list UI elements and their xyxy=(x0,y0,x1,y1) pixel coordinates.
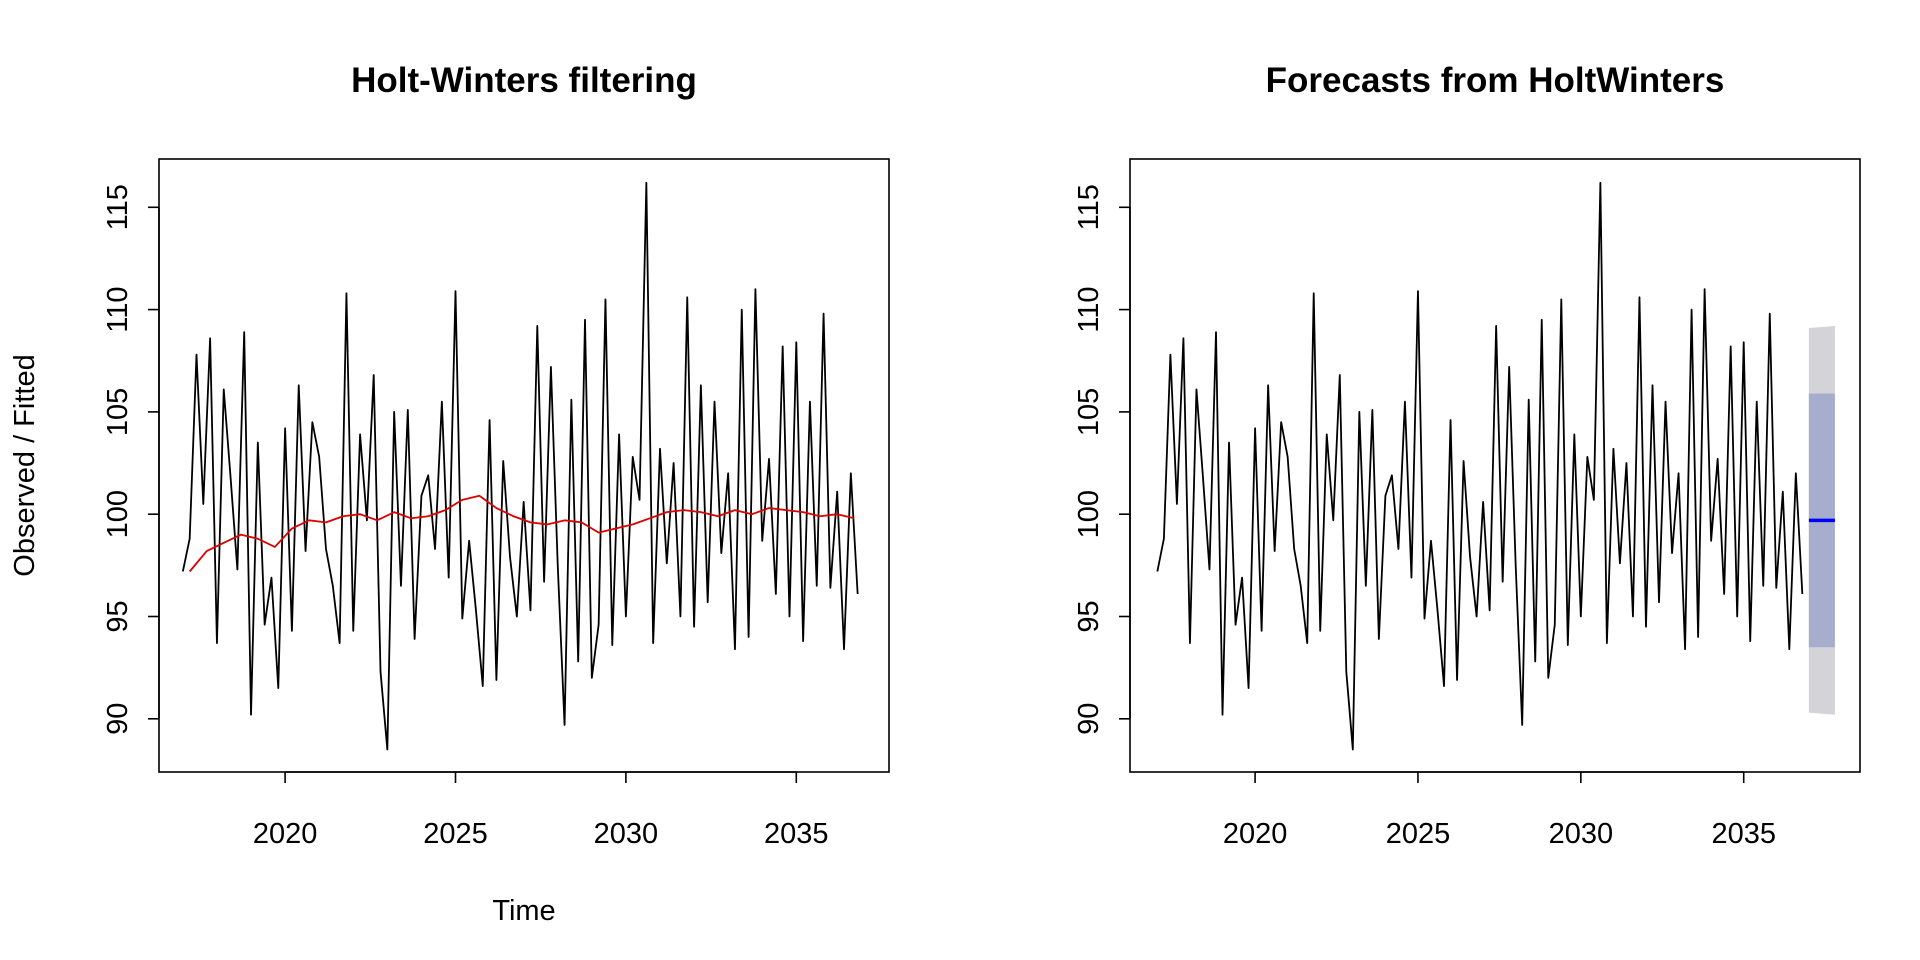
y-tick-label: 95 xyxy=(102,600,134,632)
x-tick-label: 2030 xyxy=(1549,818,1614,850)
x-tick-label: 2020 xyxy=(1223,818,1288,850)
y-tick-label: 115 xyxy=(102,184,134,230)
series-line xyxy=(1156,181,1804,751)
y-tick-label: 100 xyxy=(1073,490,1105,538)
x-tick-label: 2025 xyxy=(1386,818,1451,850)
chart-title: Forecasts from HoltWinters xyxy=(1266,61,1725,100)
x-axis-label: Time xyxy=(492,895,555,927)
y-tick-label: 105 xyxy=(1073,388,1105,436)
y-axis-label: Observed / Fitted xyxy=(9,354,41,576)
chart-title: Holt-Winters filtering xyxy=(351,61,697,100)
x-tick-label: 2020 xyxy=(253,818,318,850)
x-tick-label: 2035 xyxy=(764,818,829,850)
series-line xyxy=(188,494,855,573)
x-tick-label: 2035 xyxy=(1711,818,1776,850)
y-tick-label: 110 xyxy=(102,286,134,332)
y-tick-label: 105 xyxy=(102,388,134,436)
y-tick-label: 115 xyxy=(1073,184,1105,230)
y-tick-label: 110 xyxy=(1073,286,1105,332)
y-tick-label: 100 xyxy=(102,490,134,538)
x-tick-label: 2030 xyxy=(594,818,659,850)
y-tick-label: 95 xyxy=(1073,600,1105,632)
y-tick-label: 90 xyxy=(1073,703,1105,735)
y-tick-label: 90 xyxy=(102,703,134,735)
x-tick-label: 2025 xyxy=(423,818,488,850)
series-line xyxy=(181,181,859,751)
